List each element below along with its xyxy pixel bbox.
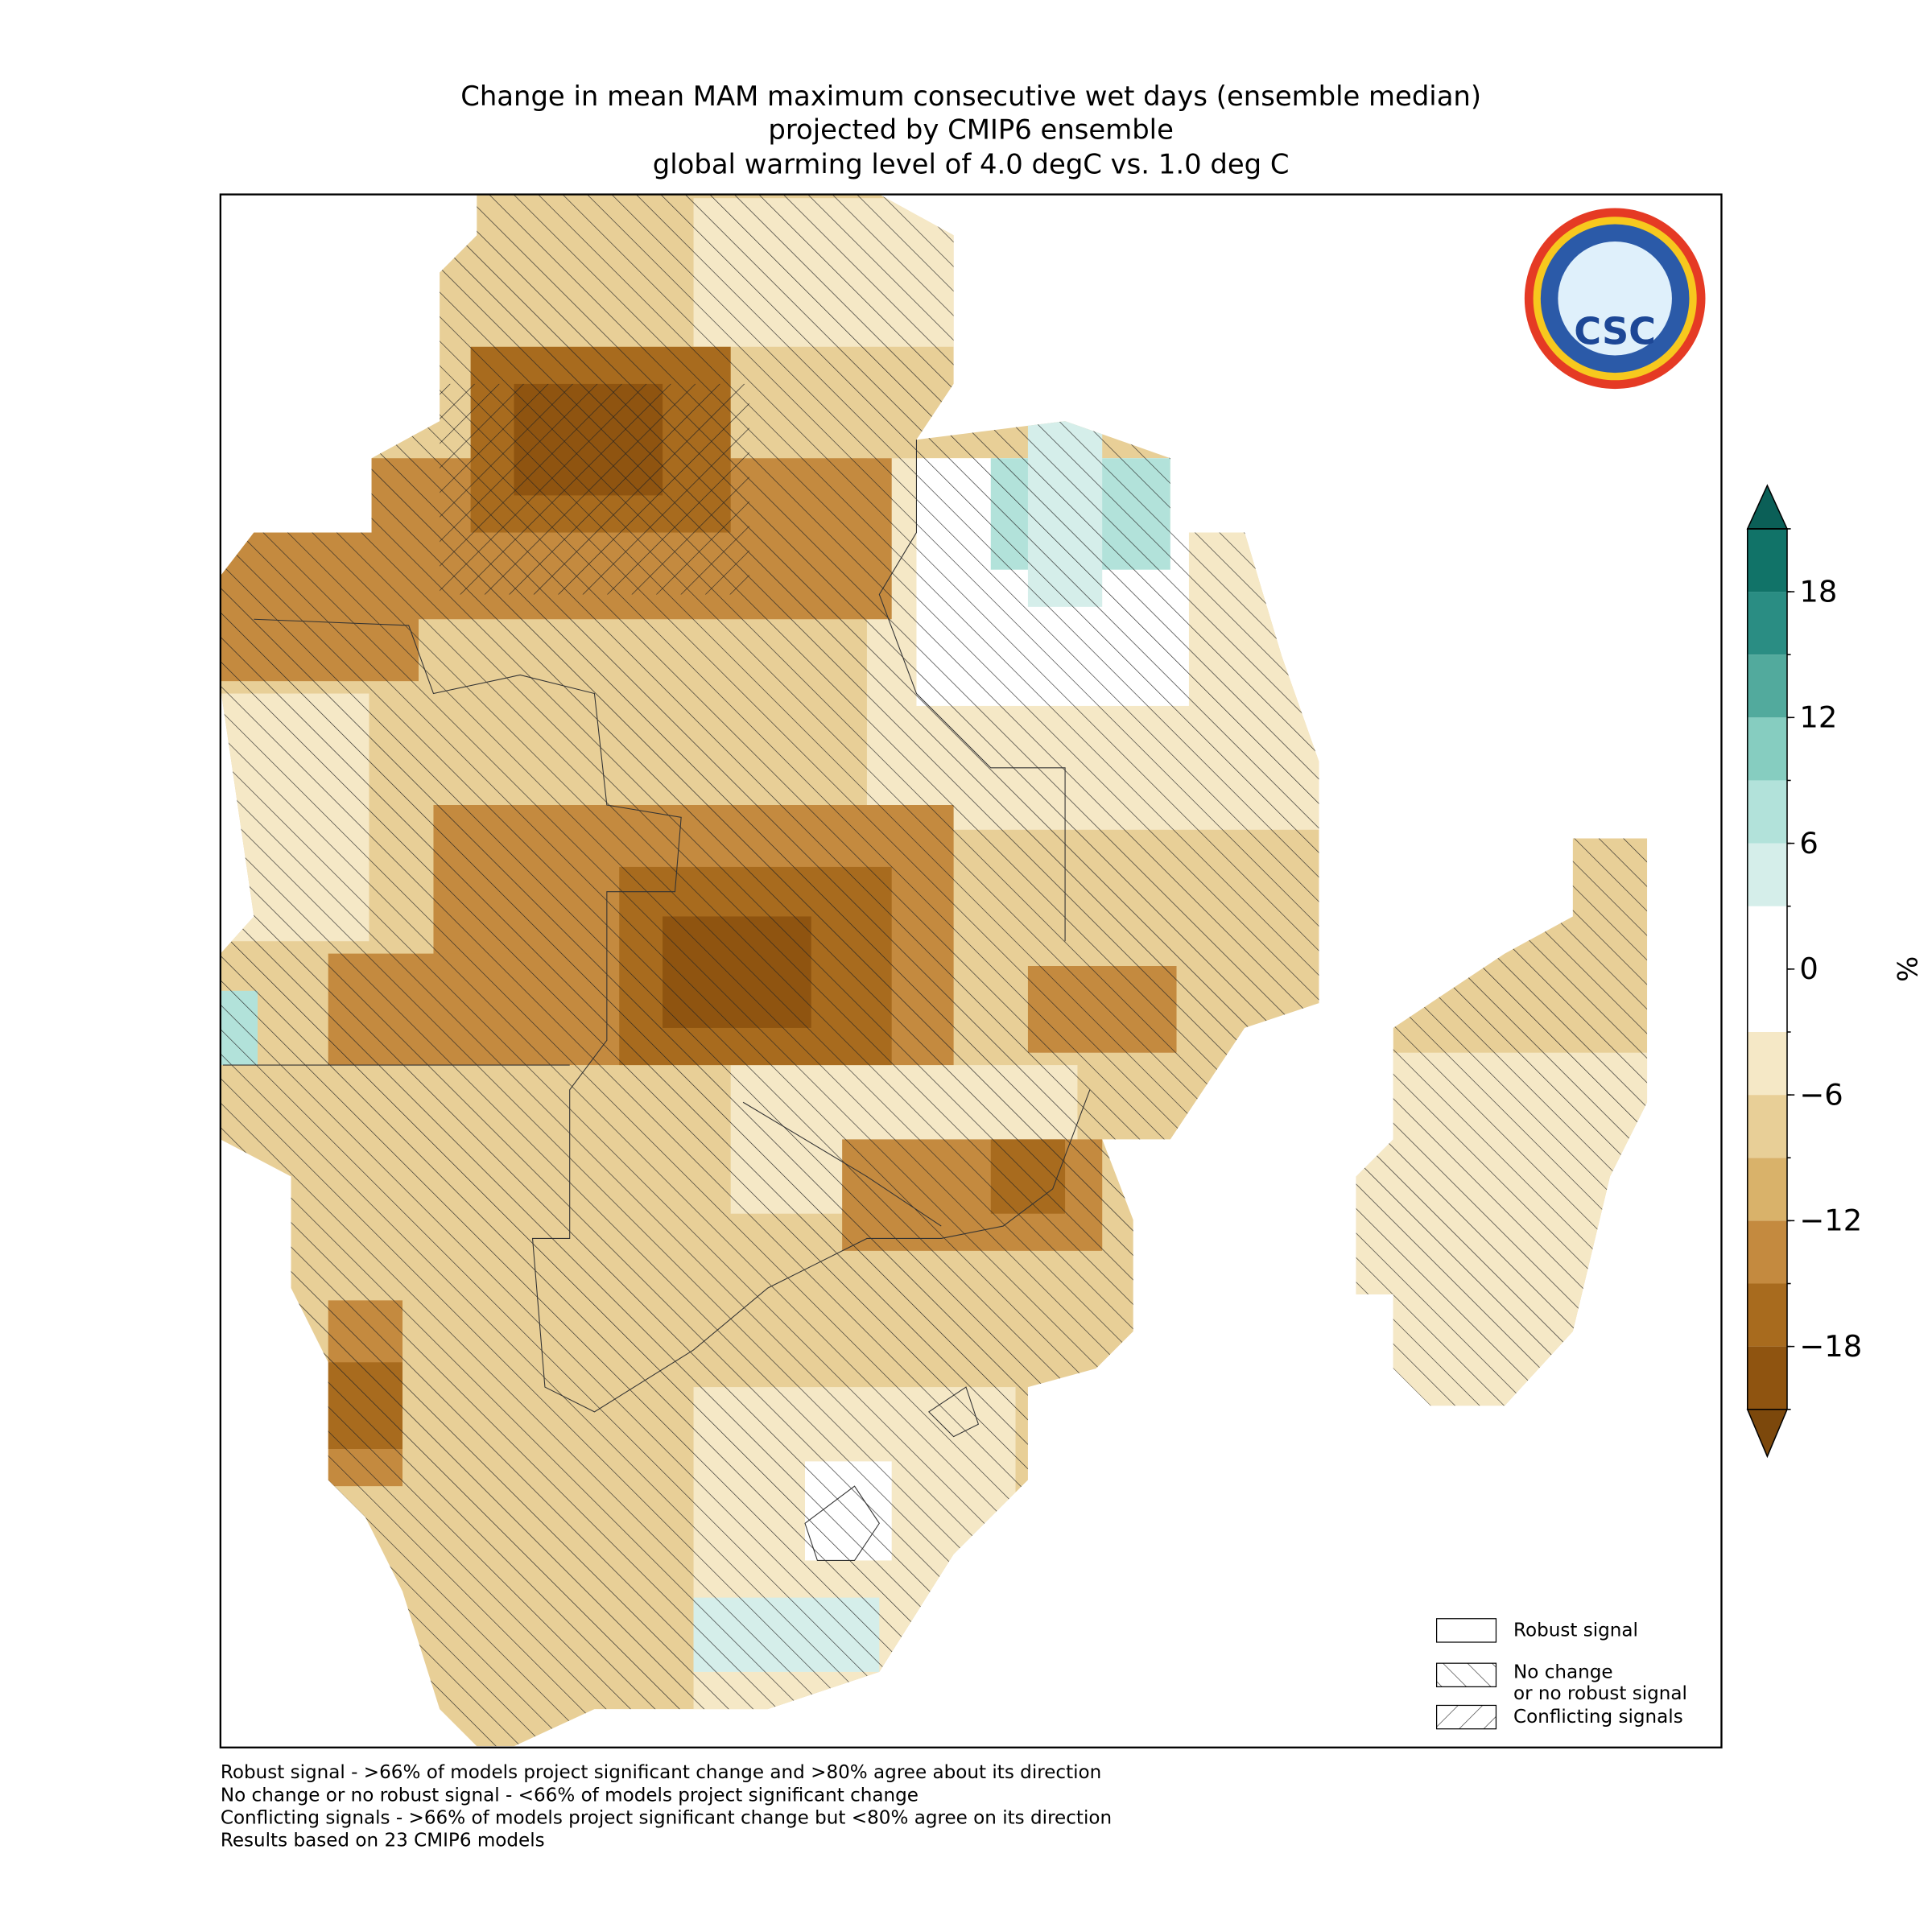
- colorbar-tick-label: 18: [1799, 574, 1837, 609]
- title-line: Change in mean MAM maximum consecutive w…: [460, 80, 1481, 112]
- map-frame: [219, 193, 1723, 1748]
- colorbar-tick-label: −18: [1799, 1329, 1862, 1364]
- colorbar-tick-label: −6: [1799, 1077, 1843, 1112]
- colorbar-bin: [1747, 1095, 1787, 1158]
- colorbar-bin: [1747, 1031, 1787, 1096]
- legend-label: Conflicting signals: [1513, 1707, 1683, 1728]
- footnote: No change or no robust signal - <66% of …: [221, 1785, 919, 1806]
- logo: CSC: [1524, 208, 1706, 390]
- colorbar-extension-over: [1746, 484, 1789, 530]
- colorbar-bin: [1747, 1220, 1787, 1284]
- footnote: Results based on 23 CMIP6 models: [221, 1831, 545, 1852]
- colorbar-bin: [1747, 906, 1787, 969]
- borders: [222, 440, 1091, 1561]
- title-line: projected by CMIP6 ensemble: [768, 114, 1173, 145]
- colorbar-tick-label: 6: [1799, 826, 1818, 861]
- title: Change in mean MAM maximum consecutive w…: [460, 80, 1481, 180]
- colorbar-bin: [1747, 528, 1787, 592]
- legend-swatch: [1436, 1618, 1497, 1643]
- colorbar-bin: [1747, 1346, 1787, 1410]
- colorbar-tick-label: 12: [1799, 700, 1837, 735]
- colorbar-bin: [1747, 843, 1787, 906]
- legend: Robust signal No change or no robust signa…: [1436, 1618, 1687, 1730]
- colorbar-bin: [1747, 1158, 1787, 1221]
- colorbar-label: %: [1893, 956, 1924, 982]
- colorbar-bin: [1747, 654, 1787, 718]
- logo-text: CSC: [1574, 310, 1656, 353]
- title-line: global warming level of 4.0 degC vs. 1.0…: [653, 148, 1290, 180]
- legend-swatch: [1436, 1704, 1497, 1730]
- colorbar-bin: [1747, 780, 1787, 844]
- colorbar-tick-label: −12: [1799, 1203, 1862, 1238]
- footnote: Robust signal - >66% of models project s…: [221, 1762, 1101, 1783]
- colorbar-bin: [1747, 592, 1787, 655]
- legend-swatch: [1436, 1662, 1497, 1687]
- footnotes: Robust signal - >66% of models project s…: [221, 1762, 1112, 1851]
- colorbar-extension-under: [1746, 1409, 1789, 1459]
- colorbar-bin: [1747, 1283, 1787, 1347]
- footnote: Conflicting signals - >66% of models pro…: [221, 1808, 1112, 1829]
- colorbar-bin: [1747, 717, 1787, 781]
- colorbar: −18 −12 −6 0 6 12 18%: [1746, 484, 1924, 1459]
- map-field: [220, 194, 1648, 1747]
- colorbar-tick-label: 0: [1799, 952, 1818, 986]
- legend-label: Robust signal: [1513, 1620, 1638, 1641]
- legend-label: No change or no robust signal: [1513, 1662, 1687, 1704]
- colorbar-bin: [1747, 968, 1787, 1032]
